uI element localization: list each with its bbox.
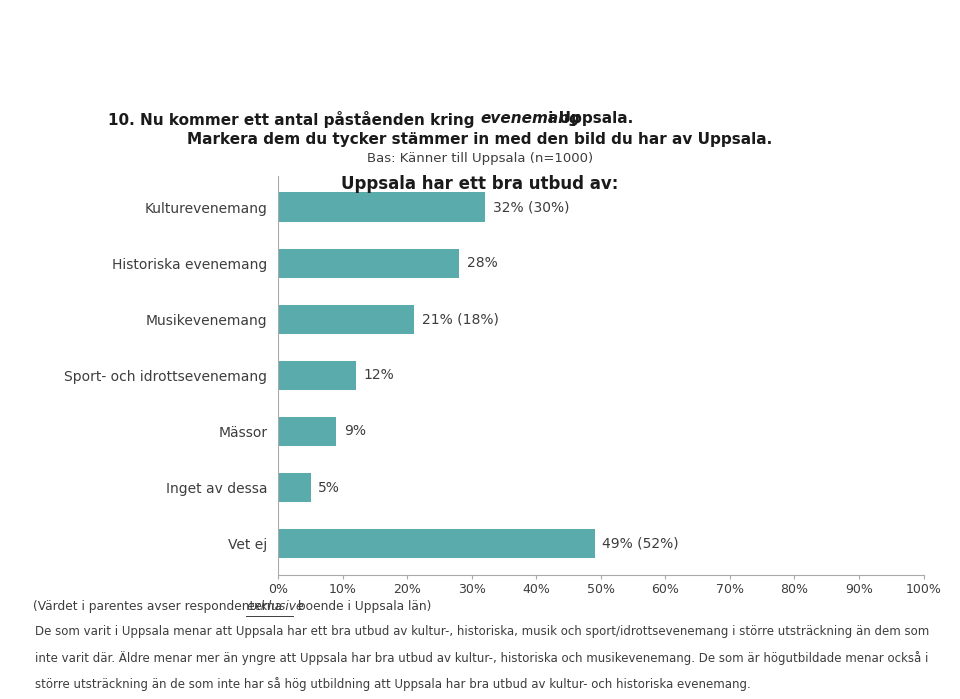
Bar	[278, 473, 311, 502]
Text: 32% (30%): 32% (30%)	[492, 200, 569, 214]
Text: större utsträckning än de som inte har så hög utbildning att Uppsala har bra utb: större utsträckning än de som inte har s…	[35, 677, 751, 691]
Bar	[278, 417, 336, 446]
Bar	[278, 361, 356, 390]
Bar	[278, 192, 485, 222]
Text: 49% (52%): 49% (52%)	[602, 537, 679, 551]
Text: (Värdet i parentes avser respondenterna: (Värdet i parentes avser respondenterna	[33, 600, 286, 613]
Text: boende i Uppsala län): boende i Uppsala län)	[294, 600, 431, 613]
Text: evenemangsstad: evenemangsstad	[138, 23, 339, 43]
Text: Markera dem du tycker stämmer in med den bild du har av Uppsala.: Markera dem du tycker stämmer in med den…	[187, 132, 773, 147]
Text: Uppsala som: Uppsala som	[30, 23, 187, 43]
Text: De som varit i Uppsala menar att Uppsala har ett bra utbud av kultur-, historisk: De som varit i Uppsala menar att Uppsala…	[35, 626, 929, 638]
Text: inte varit där. Äldre menar mer än yngre att Uppsala har bra utbud av kultur-, h: inte varit där. Äldre menar mer än yngre…	[35, 651, 928, 665]
Text: Bas: Känner till Uppsala (n=1000): Bas: Känner till Uppsala (n=1000)	[367, 152, 593, 165]
Text: Uppsala har ett bra utbud av:: Uppsala har ett bra utbud av:	[342, 175, 618, 193]
Text: 10. Nu kommer ett antal påståenden kring: 10. Nu kommer ett antal påståenden kring	[108, 111, 480, 128]
Text: 5%: 5%	[319, 481, 340, 495]
Bar	[278, 305, 414, 334]
Text: 12%: 12%	[364, 368, 395, 382]
Text: 9%: 9%	[345, 424, 366, 438]
Text: evenemang: evenemang	[480, 111, 580, 126]
Text: 28%: 28%	[467, 256, 497, 270]
Text: 21% (18%): 21% (18%)	[421, 312, 498, 326]
Text: kultur-, historiska och musikevenemang: kultur-, historiska och musikevenemang	[30, 75, 504, 96]
Text: i Uppsala.: i Uppsala.	[543, 111, 634, 126]
Bar	[278, 249, 459, 278]
Bar	[278, 529, 594, 559]
Text: – mest känt för: – mest känt för	[290, 23, 474, 43]
Text: exklusive: exklusive	[246, 600, 303, 613]
